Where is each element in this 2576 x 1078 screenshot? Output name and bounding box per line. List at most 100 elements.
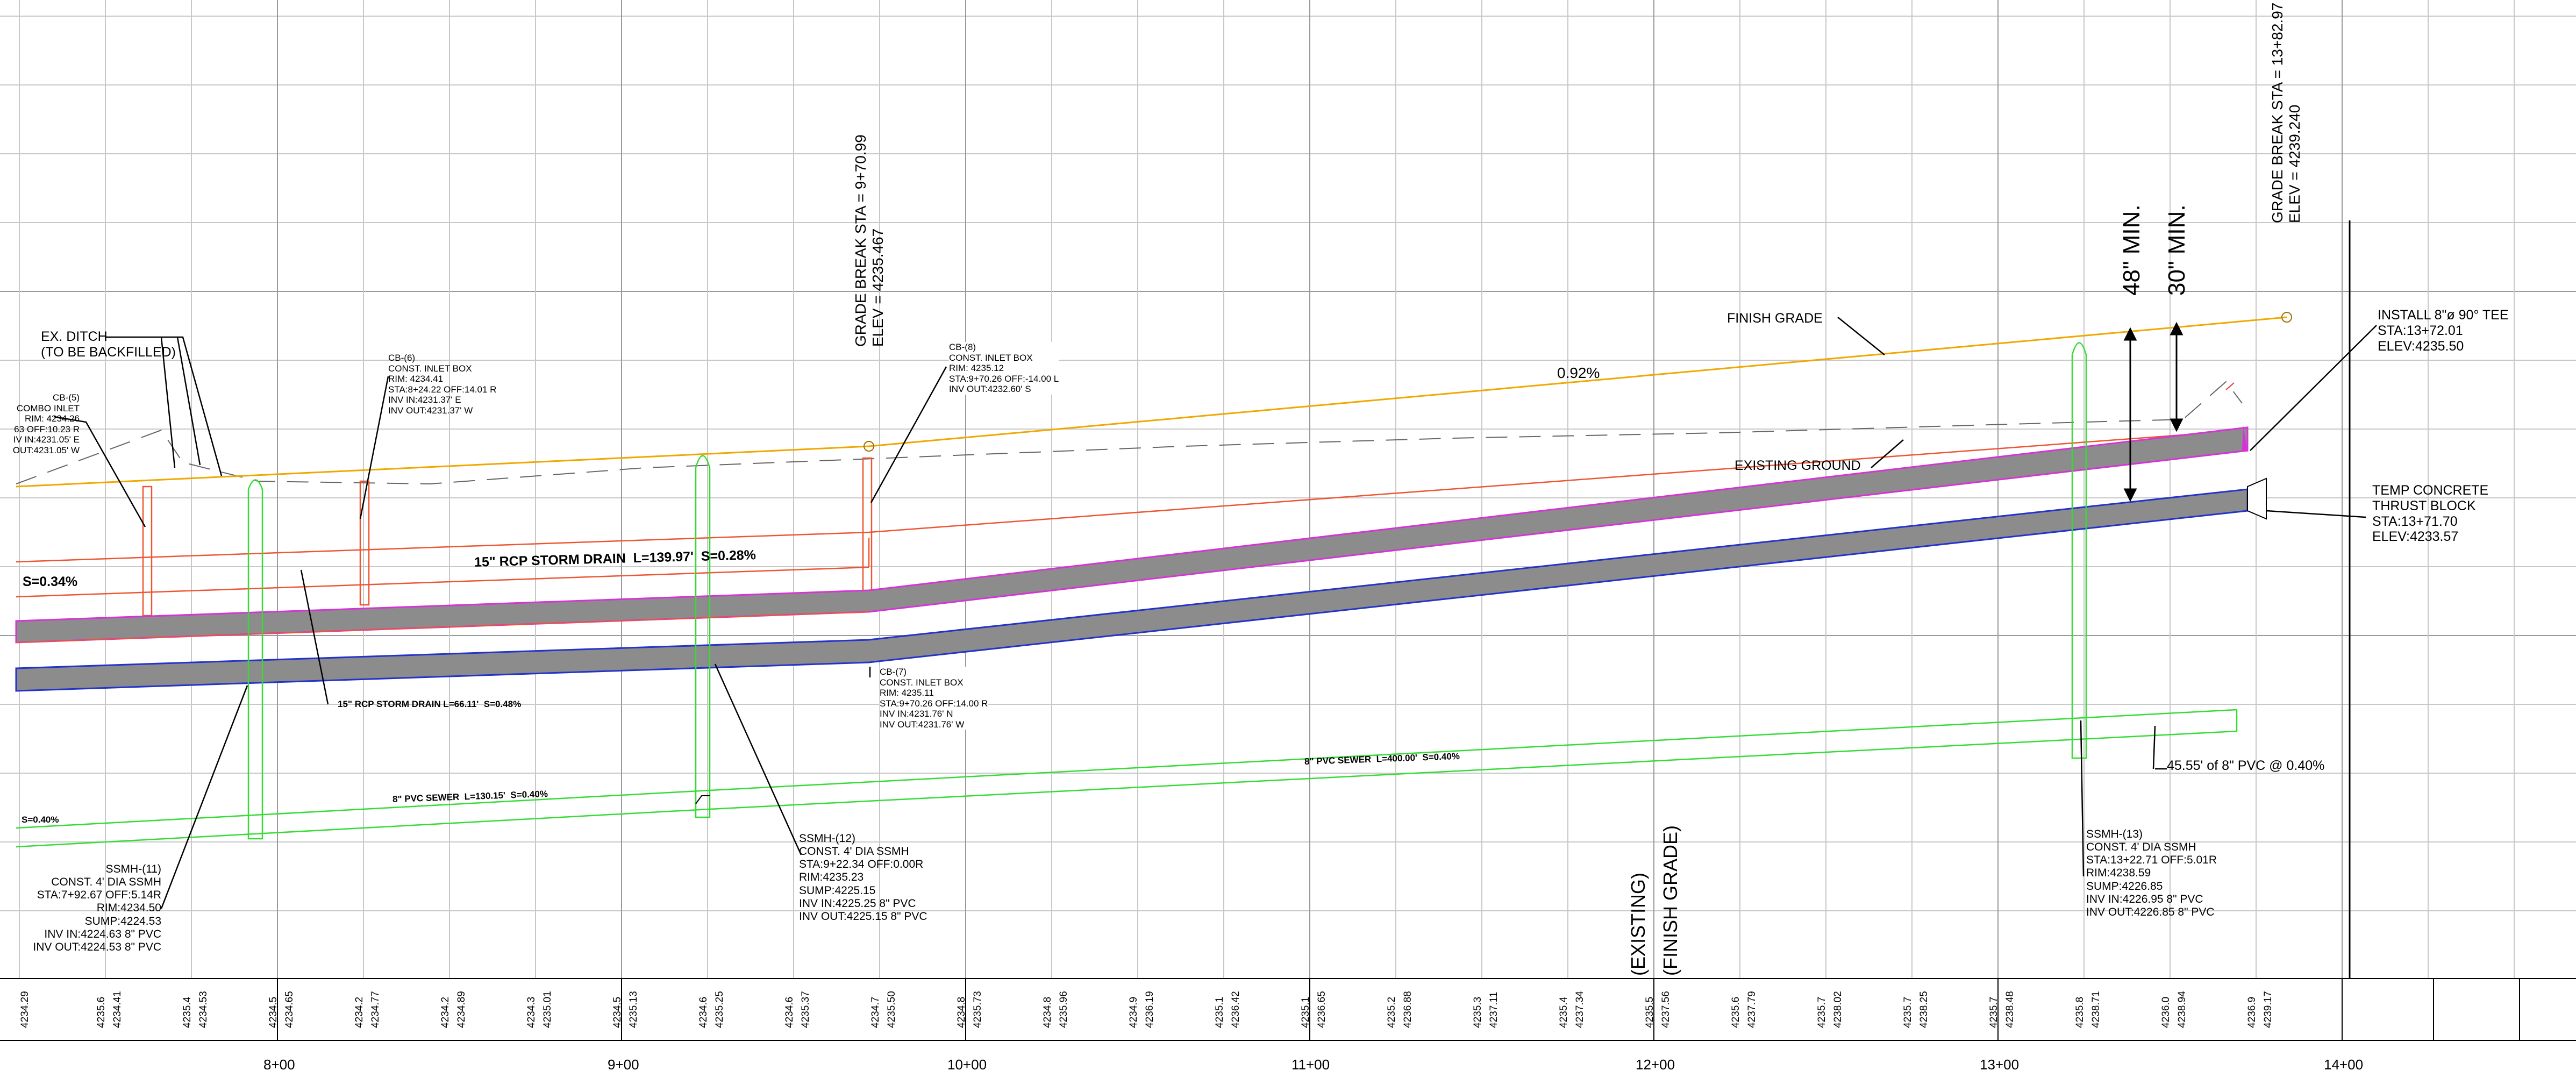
- slope-092-label: 0.92%: [1557, 365, 1600, 381]
- elev-tick: 4235.7: [1988, 996, 2000, 1028]
- existing-ground-label: EXISTING GROUND: [1735, 458, 1861, 473]
- slope-034-label: S=0.34%: [23, 574, 78, 589]
- elev-tick: 4236.42: [1230, 991, 1241, 1028]
- elev-tick: 4234.2: [440, 996, 451, 1028]
- elev-tick: 4238.94: [2177, 991, 2188, 1028]
- leader-lines: [53, 317, 2377, 909]
- elev-tick: 4235.7: [1816, 996, 1828, 1028]
- elev-tick: 4238.02: [1832, 991, 1844, 1028]
- pvc-4555-label: 45.55' of 8" PVC @ 0.40%: [2167, 758, 2325, 773]
- elev-tick: 4235.6: [1730, 996, 1742, 1028]
- elevation-band: [0, 978, 2576, 1041]
- elev-tick: 4234.8: [1042, 996, 1053, 1028]
- grade-break-marker-2: [2281, 312, 2292, 323]
- elev-tick: 4235.01: [542, 991, 553, 1028]
- elev-tick: 4235.6: [96, 996, 107, 1028]
- elev-tick: 4235.7: [1902, 996, 1914, 1028]
- elev-tick: 4238.25: [1918, 991, 1930, 1028]
- elev-tick: 4236.65: [1316, 991, 1328, 1028]
- thrust-block-note: TEMP CONCRETE THRUST BLOCK STA:13+71.70 …: [2372, 483, 2489, 545]
- cb8-note: CB-(8) CONST. INLET BOX RIM: 4235.12 STA…: [949, 342, 1059, 395]
- elev-tick: 4234.6: [784, 996, 795, 1028]
- elev-tick: 4235.1: [1300, 996, 1311, 1028]
- elev-tick: 4237.34: [1574, 991, 1586, 1028]
- station-label: 8+00: [263, 1056, 295, 1073]
- ssmh12-note: SSMH-(12) CONST. 4' DIA SSMH STA:9+22.34…: [799, 832, 927, 923]
- elev-tick: 4235.2: [1386, 996, 1397, 1028]
- legend-finish-grade: (FINISH GRADE): [1659, 825, 1681, 976]
- elev-tick: 4235.50: [886, 991, 897, 1028]
- grade-break-marker-1: [864, 441, 874, 452]
- slope-040-label: S=0.40%: [22, 815, 59, 825]
- grade-break-2-label: GRADE BREAK STA = 13+82.97 ELEV = 4239.2…: [2269, 2, 2303, 223]
- ssmh11-note: SSMH-(11) CONST. 4' DIA SSMH STA:7+92.67…: [33, 863, 161, 953]
- cb6-structure: [359, 480, 370, 606]
- legend-existing: (EXISTING): [1627, 872, 1649, 976]
- elev-tick: 4234.65: [284, 991, 295, 1028]
- elev-tick: 4235.5: [1644, 996, 1656, 1028]
- cb8-structure: [862, 457, 873, 594]
- ssmh11-structure: [247, 479, 263, 840]
- sewer-step: [695, 795, 710, 804]
- elev-tick: 4234.53: [198, 991, 209, 1028]
- elev-tick: 4234.29: [19, 991, 31, 1028]
- lower-gray-pipe: [15, 488, 2249, 692]
- elev-tick: 4235.73: [972, 991, 983, 1028]
- elev-tick: 4234.9: [1128, 996, 1139, 1028]
- storm-drain-15in: [16, 429, 2248, 598]
- min-48-label: 48" MIN.: [2118, 204, 2145, 296]
- elev-tick: 4234.6: [698, 996, 709, 1028]
- elev-tick: 4235.8: [2074, 996, 2086, 1028]
- tee-fitting: [2242, 426, 2247, 452]
- cb6-note-left: CB-(6) CONST. INLET BOX RIM: 4234.41 STA…: [388, 353, 497, 416]
- thrust-block: [2247, 477, 2267, 520]
- elev-tick: 4235.13: [628, 991, 639, 1028]
- elev-tick: 4234.41: [112, 991, 123, 1028]
- min-30-label: 30" MIN.: [2164, 204, 2190, 296]
- elev-tick: 4234.7: [870, 996, 881, 1028]
- station-label: 13+00: [1980, 1056, 2020, 1073]
- elev-tick: 4235.96: [1058, 991, 1069, 1028]
- elev-tick: 4234.5: [268, 996, 279, 1028]
- elev-tick: 4238.71: [2090, 991, 2102, 1028]
- ssmh13-structure: [2071, 342, 2087, 759]
- elev-tick: 4236.19: [1144, 991, 1155, 1028]
- elev-tick: 4236.0: [2160, 996, 2172, 1028]
- storm-rcp-2-label: 15" RCP STORM DRAIN L=66.11' S=0.48%: [338, 699, 522, 709]
- ex-ditch-note: EX. DITCH (TO BE BACKFILLED): [41, 329, 176, 360]
- elev-tick: 4235.25: [714, 991, 725, 1028]
- min-cover-dimensions: [2123, 322, 2183, 502]
- station-label: 12+00: [1636, 1056, 1675, 1073]
- elev-tick: 4235.37: [800, 991, 811, 1028]
- elev-tick: 4237.56: [1660, 991, 1672, 1028]
- station-label: 14+00: [2324, 1056, 2364, 1073]
- elev-tick: 4235.4: [1558, 996, 1569, 1028]
- ssmh13-note: SSMH-(13) CONST. 4' DIA SSMH STA:13+22.7…: [2086, 828, 2217, 918]
- grid-lines: [0, 0, 2576, 979]
- elev-tick: 4234.2: [354, 996, 365, 1028]
- elev-tick: 4237.11: [1488, 991, 1500, 1028]
- elev-tick: 4234.3: [526, 996, 537, 1028]
- station-label: 10+00: [947, 1056, 987, 1073]
- existing-ground-line: [16, 381, 2243, 485]
- red-swoosh: [2225, 382, 2235, 390]
- elev-tick: 4234.5: [612, 996, 623, 1028]
- elev-tick: 4238.48: [2004, 991, 2016, 1028]
- elev-tick: 4237.79: [1746, 991, 1758, 1028]
- cb7-note: CB-(7) CONST. INLET BOX RIM: 4235.11 STA…: [880, 667, 988, 730]
- install-tee-note: INSTALL 8"ø 90° TEE STA:13+72.01 ELEV:42…: [2378, 308, 2509, 354]
- cb5-structure: [142, 486, 153, 617]
- ssmh12-structure: [695, 455, 711, 818]
- finish-grade-label: FINISH GRADE: [1727, 311, 1823, 326]
- elev-tick: 4239.17: [2263, 991, 2274, 1028]
- grade-break-1-label: GRADE BREAK STA = 9+70.99 ELEV = 4235.46…: [852, 134, 886, 347]
- elev-tick: 4236.88: [1402, 991, 1414, 1028]
- finish-grade-line: [16, 316, 2287, 488]
- station-label: 9+00: [608, 1056, 639, 1073]
- elev-tick: 4236.9: [2246, 996, 2258, 1028]
- station-label: 11+00: [1291, 1056, 1330, 1073]
- elev-tick: 4234.89: [456, 991, 467, 1028]
- pvc-sewer-8in: [16, 709, 2238, 848]
- elev-tick: 4234.8: [956, 996, 967, 1028]
